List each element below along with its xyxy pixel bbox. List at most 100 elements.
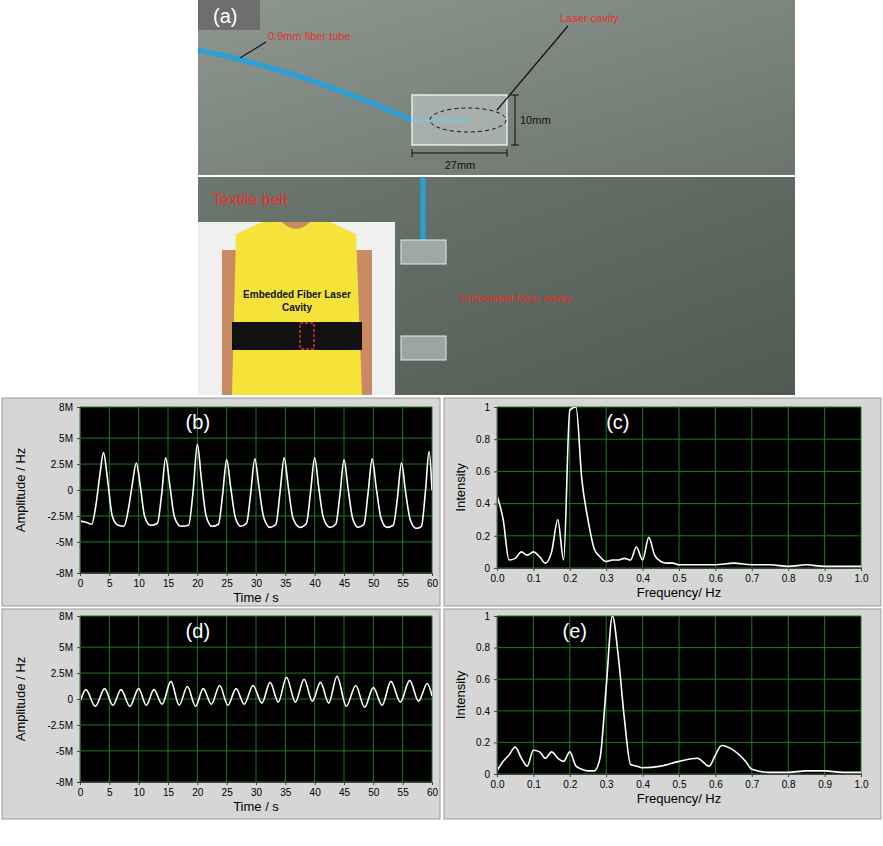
chart-panel: 0.00.10.20.30.40.50.60.70.80.91.000.20.4… <box>444 609 881 819</box>
tick-mark <box>77 438 80 439</box>
tick: 15 <box>163 573 175 589</box>
tick-mark <box>77 673 80 674</box>
tick-mark <box>570 774 571 777</box>
tick: 0 <box>78 782 84 798</box>
tick-label: 50 <box>368 787 380 798</box>
tick-label: 40 <box>310 787 322 798</box>
axis-line <box>497 617 498 775</box>
grid-line <box>138 616 139 782</box>
tick-mark <box>533 774 534 777</box>
tick-mark <box>315 782 316 785</box>
x-axis: 0.00.10.20.30.40.50.60.70.80.91.0 <box>491 568 869 584</box>
tick: 0.5 <box>673 568 687 584</box>
tick-label: 5M <box>59 642 73 653</box>
tick-label: -2.5M <box>47 720 73 731</box>
tick-label: 0.9 <box>818 779 832 790</box>
data-line <box>497 616 861 772</box>
tick-label: 0.2 <box>476 737 490 748</box>
marks <box>80 444 432 528</box>
grid-line <box>788 616 789 774</box>
tick-mark <box>788 774 789 777</box>
tick-mark <box>643 774 644 777</box>
cavity-outline <box>430 108 506 132</box>
tick-label: 8M <box>59 611 73 622</box>
tick: 5M <box>59 642 80 653</box>
grid-line <box>314 407 315 573</box>
grid-line <box>432 616 433 782</box>
tick: 5 <box>107 782 113 798</box>
tick-mark <box>77 573 80 574</box>
grid-line <box>751 407 752 568</box>
tick: 20 <box>192 782 204 798</box>
tick-mark <box>197 573 198 576</box>
panel-background <box>444 609 881 819</box>
tick-mark <box>77 782 80 783</box>
tick-label: 0.3 <box>600 779 614 790</box>
tick-mark <box>77 751 80 752</box>
tick: 60 <box>427 573 439 589</box>
dim-line <box>412 149 413 157</box>
tick: 1 <box>484 611 497 622</box>
tick-mark <box>77 616 80 617</box>
grid-line <box>497 407 498 568</box>
x-axis: 051015202530354045505560 <box>78 573 439 589</box>
tick-mark <box>77 516 80 517</box>
tick-mark <box>344 573 345 576</box>
tick-mark <box>861 774 862 777</box>
panel-background <box>2 609 440 819</box>
tick-mark <box>788 568 789 571</box>
grid-line <box>138 407 139 573</box>
axis-line <box>80 408 81 574</box>
tick-mark <box>752 774 753 777</box>
tick-mark <box>494 774 497 775</box>
tick-mark <box>494 439 497 440</box>
y-axis-title: Intensity <box>453 670 468 719</box>
tick: 0 <box>484 563 497 574</box>
tick-label: 60 <box>427 578 439 589</box>
annotation: Textile belt <box>212 191 288 208</box>
grid-line <box>861 616 862 774</box>
belt <box>232 322 362 350</box>
plot-background <box>497 616 861 774</box>
tick-label: 0.2 <box>563 573 577 584</box>
tick-mark <box>256 782 257 785</box>
tick: 25 <box>222 782 234 798</box>
tick-mark <box>403 782 404 785</box>
tick: 45 <box>339 782 351 798</box>
tick-label: -5M <box>56 537 73 548</box>
tick: 0.6 <box>476 674 497 685</box>
tick-label: 0.7 <box>745 573 759 584</box>
photo-top <box>198 0 795 175</box>
panel-background <box>2 398 440 606</box>
tick: 0.1 <box>527 774 541 790</box>
shirt <box>232 222 362 395</box>
tick-label: 0.3 <box>600 573 614 584</box>
tick-mark <box>197 782 198 785</box>
tick: 8M <box>59 611 80 622</box>
grid-line <box>344 407 345 573</box>
tick-mark <box>432 782 433 785</box>
grid-line <box>824 616 825 774</box>
dim-line <box>412 153 507 154</box>
tick: 1.0 <box>855 774 869 790</box>
tick-label: 10 <box>134 787 146 798</box>
dim-line <box>507 149 508 157</box>
tick: -5M <box>56 746 80 757</box>
panel-label: (e) <box>563 620 587 642</box>
tick-mark <box>77 647 80 648</box>
tick: 0.4 <box>636 568 650 584</box>
tick-mark <box>494 679 497 680</box>
tick-mark <box>494 407 497 408</box>
tick-label: 0 <box>484 563 490 574</box>
tick: 0.2 <box>476 531 497 542</box>
tick: 0.2 <box>563 568 577 584</box>
fiber-tube <box>421 177 426 240</box>
tick: -5M <box>56 537 80 548</box>
tick-mark <box>533 568 534 571</box>
chart-panel: 0.00.10.20.30.40.50.60.70.80.91.000.20.4… <box>444 398 881 606</box>
grid-line <box>533 407 534 568</box>
tick-label: 0.8 <box>782 779 796 790</box>
tick-label: 15 <box>163 578 175 589</box>
tick-label: 10 <box>134 578 146 589</box>
tick-label: 0.4 <box>476 706 490 717</box>
